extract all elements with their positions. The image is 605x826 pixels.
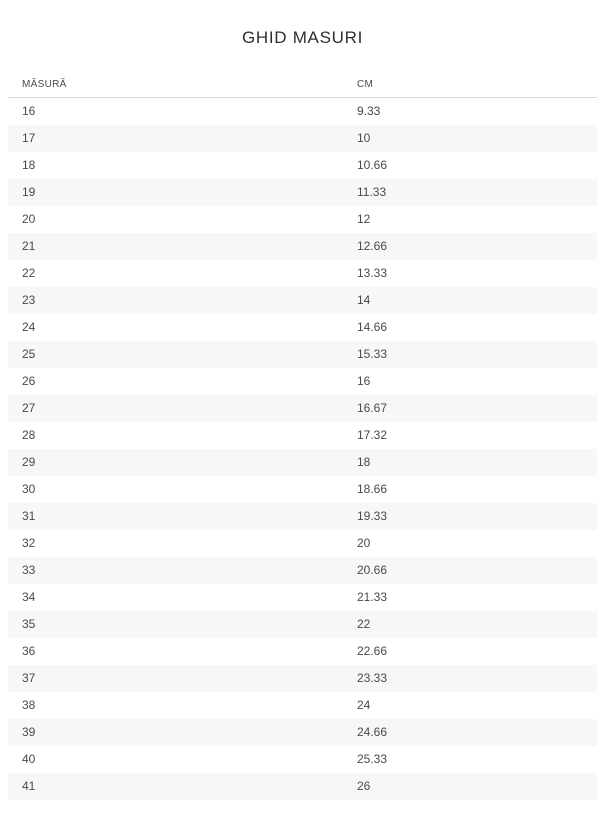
table-row: 28 17.32 [8,422,597,449]
cell-size: 30 [8,476,343,503]
cell-cm: 11.33 [343,179,597,206]
table-row: 41 26 [8,773,597,800]
cell-size: 36 [8,638,343,665]
table-row: 23 14 [8,287,597,314]
cell-cm: 12 [343,206,597,233]
cell-size: 24 [8,314,343,341]
table-row: 38 24 [8,692,597,719]
cell-cm: 14 [343,287,597,314]
table-body: 16 9.33 17 10 18 10.66 19 11.33 20 12 21 12.66 22 13.… [8,97,597,800]
cell-cm: 12.66 [343,233,597,260]
cell-cm: 16.67 [343,395,597,422]
table-row: 39 24.66 [8,719,597,746]
cell-cm: 13.33 [343,260,597,287]
column-header-size: MĂSURĂ [8,79,343,98]
cell-size: 21 [8,233,343,260]
size-guide-table: MĂSURĂ CM 16 9.33 17 10 18 10.66 19 11.33 20 12 21… [8,79,597,800]
table-row: 34 21.33 [8,584,597,611]
table-row: 32 20 [8,530,597,557]
size-table-container: MĂSURĂ CM 16 9.33 17 10 18 10.66 19 11.33 20 12 21… [0,79,605,800]
table-row: 25 15.33 [8,341,597,368]
cell-size: 29 [8,449,343,476]
table-row: 26 16 [8,368,597,395]
table-header: MĂSURĂ CM [8,79,597,98]
cell-size: 31 [8,503,343,530]
cell-cm: 20.66 [343,557,597,584]
cell-size: 17 [8,125,343,152]
table-row: 31 19.33 [8,503,597,530]
table-row: 27 16.67 [8,395,597,422]
cell-size: 27 [8,395,343,422]
cell-size: 19 [8,179,343,206]
cell-cm: 26 [343,773,597,800]
cell-size: 23 [8,287,343,314]
table-row: 37 23.33 [8,665,597,692]
table-row: 30 18.66 [8,476,597,503]
table-row: 35 22 [8,611,597,638]
table-row: 22 13.33 [8,260,597,287]
cell-cm: 15.33 [343,341,597,368]
cell-cm: 24.66 [343,719,597,746]
table-row: 40 25.33 [8,746,597,773]
cell-cm: 23.33 [343,665,597,692]
table-row: 18 10.66 [8,152,597,179]
cell-size: 37 [8,665,343,692]
cell-size: 40 [8,746,343,773]
table-row: 33 20.66 [8,557,597,584]
cell-cm: 19.33 [343,503,597,530]
cell-cm: 25.33 [343,746,597,773]
page-title: GHID MASURI [241,28,364,47]
cell-cm: 14.66 [343,314,597,341]
cell-cm: 21.33 [343,584,597,611]
cell-size: 25 [8,341,343,368]
table-row: 29 18 [8,449,597,476]
table-row: 36 22.66 [8,638,597,665]
table-row: 24 14.66 [8,314,597,341]
table-row: 17 10 [8,125,597,152]
cell-size: 35 [8,611,343,638]
cell-cm: 20 [343,530,597,557]
cell-size: 32 [8,530,343,557]
cell-cm: 10.66 [343,152,597,179]
cell-size: 38 [8,692,343,719]
cell-size: 16 [8,97,343,125]
column-header-cm: CM [343,79,597,98]
table-row: 20 12 [8,206,597,233]
cell-size: 18 [8,152,343,179]
cell-cm: 18 [343,449,597,476]
cell-size: 34 [8,584,343,611]
cell-cm: 22 [343,611,597,638]
cell-cm: 24 [343,692,597,719]
cell-size: 22 [8,260,343,287]
cell-cm: 17.32 [343,422,597,449]
cell-cm: 22.66 [343,638,597,665]
cell-size: 20 [8,206,343,233]
cell-cm: 18.66 [343,476,597,503]
cell-size: 33 [8,557,343,584]
table-row: 21 12.66 [8,233,597,260]
table-row: 19 11.33 [8,179,597,206]
cell-size: 41 [8,773,343,800]
cell-size: 39 [8,719,343,746]
cell-cm: 10 [343,125,597,152]
cell-cm: 9.33 [343,97,597,125]
table-header-row: MĂSURĂ CM [8,79,597,98]
cell-size: 28 [8,422,343,449]
table-row: 16 9.33 [8,97,597,125]
cell-cm: 16 [343,368,597,395]
cell-size: 26 [8,368,343,395]
